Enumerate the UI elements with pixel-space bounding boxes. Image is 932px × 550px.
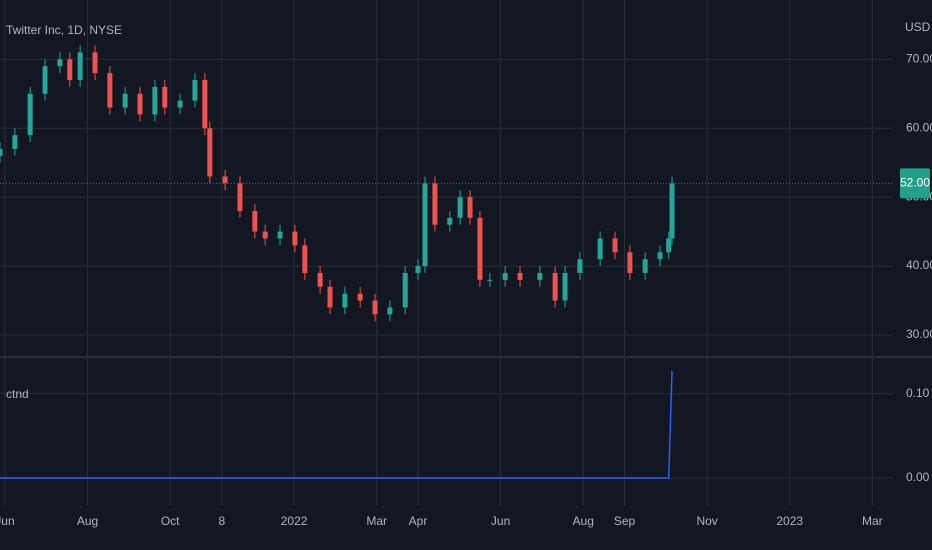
candle-body bbox=[302, 245, 308, 273]
y-tick-label: 30.00 bbox=[906, 327, 932, 341]
candle-body bbox=[642, 259, 648, 273]
candle-body bbox=[415, 266, 421, 273]
candle-body bbox=[577, 259, 583, 273]
x-tick-label: Nov bbox=[696, 514, 717, 528]
candle-body bbox=[657, 252, 663, 260]
indicator-title: ctnd bbox=[6, 387, 29, 401]
x-tick-label: Apr bbox=[409, 514, 428, 528]
candle-body bbox=[92, 52, 98, 74]
candle-body bbox=[477, 217, 483, 280]
candle-body bbox=[12, 135, 18, 149]
x-tick-label: Jun bbox=[0, 514, 15, 528]
candle-body bbox=[552, 272, 558, 301]
candle-body bbox=[562, 272, 568, 301]
candle-body bbox=[422, 183, 428, 267]
y-tick-label: 70.00 bbox=[906, 51, 932, 65]
candle-body bbox=[192, 79, 198, 101]
candle-body bbox=[137, 93, 143, 115]
candle-body bbox=[387, 307, 393, 315]
candle-body bbox=[77, 52, 83, 80]
candle-body bbox=[612, 238, 618, 253]
candle-body bbox=[327, 286, 333, 308]
candle-body bbox=[487, 279, 493, 281]
y-tick-label: 40.00 bbox=[906, 258, 932, 272]
candle-body bbox=[292, 231, 298, 246]
candle-body bbox=[517, 272, 523, 280]
price-label: 52.00 bbox=[900, 176, 930, 190]
x-tick-label: Aug bbox=[573, 514, 594, 528]
price-label-box bbox=[900, 168, 930, 199]
candle-body bbox=[122, 93, 128, 108]
candle-body bbox=[237, 183, 243, 211]
candle-body bbox=[67, 59, 73, 80]
candle-body bbox=[162, 86, 168, 108]
candle-body bbox=[357, 293, 363, 301]
indicator-line bbox=[0, 370, 673, 479]
y-tick-label: 0.00 bbox=[906, 470, 930, 484]
candle-body bbox=[597, 238, 603, 260]
candle-body bbox=[252, 210, 258, 232]
x-tick-label: 8 bbox=[218, 514, 225, 528]
y-tick-label: 60.00 bbox=[906, 120, 932, 134]
candle-body bbox=[402, 272, 408, 308]
candle-body bbox=[666, 238, 672, 253]
candle-body bbox=[27, 93, 33, 136]
candle-body bbox=[57, 59, 63, 67]
x-tick-label: Mar bbox=[366, 514, 387, 528]
candle-body bbox=[107, 73, 113, 108]
x-tick-label: Jun bbox=[491, 514, 510, 528]
candle-body bbox=[42, 66, 48, 94]
candle-body bbox=[277, 231, 283, 239]
candle-body bbox=[0, 148, 3, 156]
axis-label: USD bbox=[905, 20, 931, 34]
candle-body bbox=[537, 272, 543, 280]
x-tick-label: Oct bbox=[161, 514, 180, 528]
candle-body bbox=[342, 293, 348, 308]
candle-body bbox=[432, 183, 438, 225]
x-tick-label: Aug bbox=[77, 514, 98, 528]
candle-body bbox=[502, 272, 508, 280]
x-tick-label: 2022 bbox=[281, 514, 308, 528]
chart-title: Twitter Inc, 1D, NYSE bbox=[6, 23, 122, 37]
candle-body bbox=[152, 86, 158, 115]
candle-body bbox=[372, 300, 378, 315]
candle-body bbox=[669, 183, 675, 239]
candle-body bbox=[177, 100, 183, 108]
candle-body bbox=[202, 79, 208, 129]
x-tick-label: 2023 bbox=[776, 514, 803, 528]
candle-body bbox=[222, 176, 228, 184]
candle-body bbox=[447, 217, 453, 225]
x-tick-label: Mar bbox=[862, 514, 883, 528]
candle-body bbox=[207, 128, 213, 177]
y-tick-label: 0.10 bbox=[906, 386, 930, 400]
x-tick-label: Sep bbox=[614, 514, 636, 528]
candle-body bbox=[457, 197, 463, 218]
candle-body bbox=[627, 252, 633, 273]
candle-body bbox=[317, 272, 323, 287]
candle-body bbox=[262, 231, 268, 239]
candle-body bbox=[467, 197, 473, 218]
